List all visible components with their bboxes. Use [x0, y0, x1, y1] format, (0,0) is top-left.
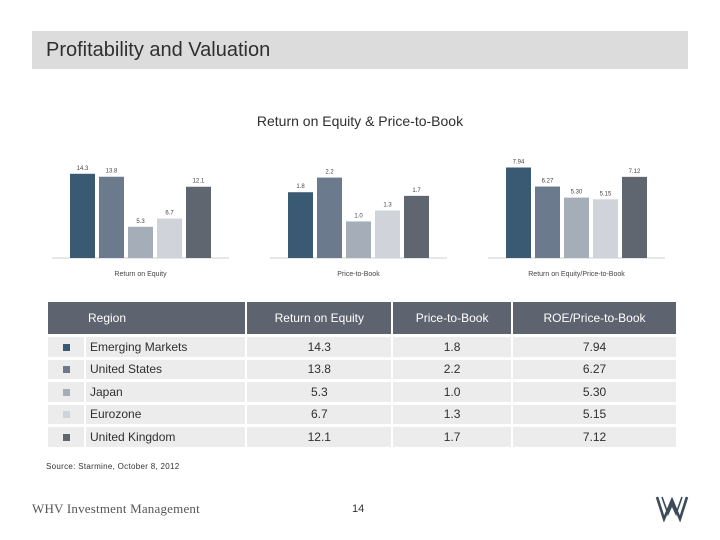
region-cell: United States [85, 356, 248, 381]
data-label: 1.7 [412, 188, 421, 194]
pb-cell: 1.8 [392, 334, 513, 358]
data-label: 5.30 [571, 190, 583, 196]
roe-cell: 14.3 [246, 334, 394, 358]
legend-square-icon [62, 411, 70, 419]
legend-square-icon [62, 433, 70, 441]
data-label: 5.3 [136, 219, 145, 225]
ratio-cell: 6.27 [511, 356, 676, 381]
region-cell: Emerging Markets [85, 334, 248, 358]
panel-label: Return on Equity [114, 271, 167, 278]
panel-label: Price-to-Book [337, 271, 380, 278]
table-row: United Kingdom 12.1 1.7 7.12 [48, 424, 676, 447]
region-cell: Eurozone [85, 401, 248, 426]
bar-united-kingdom [186, 186, 211, 258]
bar-eurozone [593, 199, 618, 258]
bar-eurozone [157, 218, 182, 258]
legend-swatch [48, 424, 86, 447]
bar-emerging-markets [288, 192, 313, 258]
bar-charts: 14.3 13.8 5.3 6.7 12.1 Return on Equity 1.8 2.2… [52, 160, 665, 278]
roe-cell: 13.8 [246, 356, 394, 381]
table-row: United States 13.8 2.2 6.27 [48, 356, 676, 381]
data-label: 7.12 [629, 169, 641, 175]
whv-logo-icon [655, 496, 689, 522]
data-label: 2.2 [325, 170, 334, 176]
data-label: 1.0 [354, 213, 363, 219]
legend-square-icon [62, 343, 70, 351]
data-label: 12.1 [193, 179, 205, 185]
legend-square-icon [62, 366, 70, 374]
pb-cell: 1.0 [392, 379, 513, 403]
page-title: Profitability and Valuation [46, 39, 271, 61]
roe-cell: 12.1 [246, 424, 394, 447]
data-table: Region Return on Equity Price-to-Book RO… [48, 302, 676, 447]
data-label: 5.15 [600, 191, 612, 197]
region-cell: Japan [85, 379, 248, 403]
table-row: Japan 5.3 1.0 5.30 [48, 379, 676, 403]
data-label: 14.3 [77, 166, 89, 172]
legend-swatch [48, 379, 86, 403]
ratio-cell: 7.12 [511, 424, 676, 447]
pb-cell: 1.7 [392, 424, 513, 447]
bar-japan [346, 221, 371, 258]
header-region: Region [48, 302, 248, 336]
bar-emerging-markets [70, 173, 95, 258]
panel-label: Return on Equity/Price-to-Book [528, 271, 625, 278]
bar-united-kingdom [622, 176, 647, 258]
ratio-cell: 5.30 [511, 379, 676, 403]
bar-united-states [99, 176, 124, 258]
title-bar: Profitability and Valuation [32, 31, 688, 69]
region-cell: United Kingdom [85, 424, 248, 447]
data-label: 1.8 [296, 184, 305, 190]
pb-cell: 2.2 [392, 356, 513, 381]
legend-swatch [48, 401, 86, 426]
data-label: 6.7 [165, 211, 174, 217]
pb-cell: 1.3 [392, 401, 513, 426]
data-label: 1.3 [383, 202, 392, 208]
bar-united-states [317, 177, 342, 258]
table-row: Eurozone 6.7 1.3 5.15 [48, 401, 676, 426]
ratio-cell: 5.15 [511, 401, 676, 426]
header-ratio: ROE/Price-to-Book [511, 302, 676, 336]
bar-eurozone [375, 210, 400, 258]
data-label: 13.8 [106, 169, 118, 175]
header-pb: Price-to-Book [392, 302, 513, 336]
bar-japan [128, 226, 153, 258]
legend-swatch [48, 334, 86, 358]
header-roe: Return on Equity [246, 302, 394, 336]
data-label: 7.94 [513, 160, 525, 166]
data-label: 6.27 [542, 179, 554, 185]
legend-swatch [48, 356, 86, 381]
roe-cell: 6.7 [246, 401, 394, 426]
ratio-cell: 7.94 [511, 334, 676, 358]
bar-united-states [535, 186, 560, 258]
chart-title: Return on Equity & Price-to-Book [256, 113, 464, 129]
legend-square-icon [62, 388, 70, 396]
company-logo: WHV Investment Management [32, 501, 200, 516]
bar-emerging-markets [506, 167, 531, 258]
page-number: 14 [352, 503, 365, 515]
source-note: Source: Starmine, October 8, 2012 [46, 462, 180, 471]
bar-united-kingdom [404, 195, 429, 258]
bar-japan [564, 197, 589, 258]
roe-cell: 5.3 [246, 379, 394, 403]
table-row: Emerging Markets 14.3 1.8 7.94 [48, 334, 676, 358]
